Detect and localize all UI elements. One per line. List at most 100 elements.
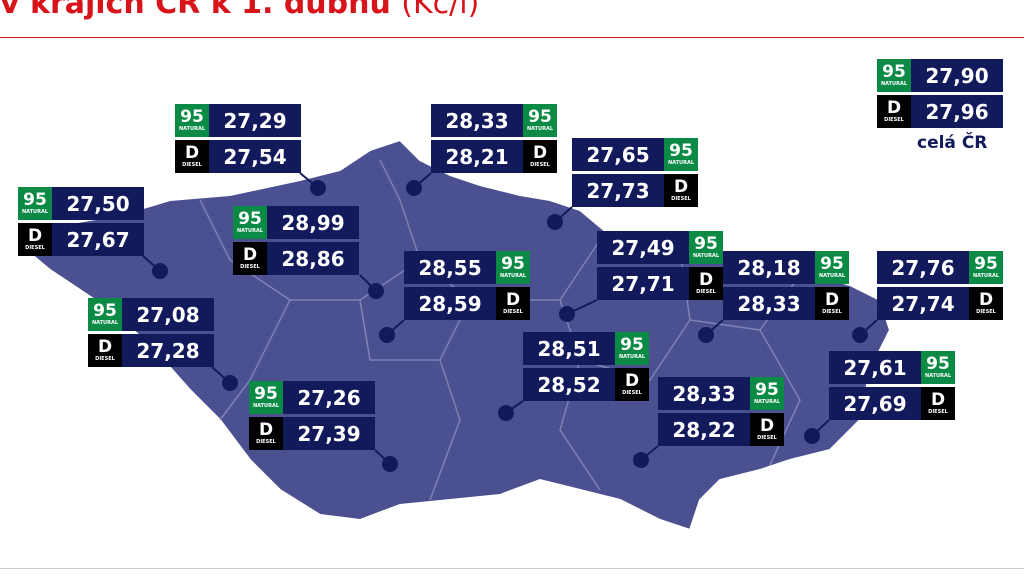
badge-sublabel: NATURAL [91,319,119,326]
diesel-badge: D DIESEL [175,140,209,173]
title-divider [0,37,1024,38]
region-dot [698,327,714,343]
natural-price: 27,50 [52,187,144,220]
badge-label: 95 [882,61,906,82]
region-price-box: 28,55 95 NATURAL 28,59 D DIESEL [404,251,530,320]
price-row: 28,22 D DIESEL [658,413,784,446]
region-dot [633,452,649,468]
badge-sublabel: DIESEL [622,389,642,396]
diesel-badge: D DIESEL [877,95,911,128]
badge-sublabel: NATURAL [526,125,554,132]
badge-label: D [824,289,840,310]
natural-price: 27,26 [283,381,375,414]
badge-sublabel: NATURAL [236,227,264,234]
badge-label: D [978,289,994,310]
price-row: 28,59 D DIESEL [404,287,530,320]
price-row: 27,76 95 NATURAL [877,251,1003,284]
natural-95-badge: 95 NATURAL [877,59,911,92]
badge-sublabel: DIESEL [182,161,202,168]
diesel-price: 27,74 [877,287,969,320]
natural-price: 27,90 [911,59,1003,92]
price-row: 27,65 95 NATURAL [572,138,698,171]
badge-sublabel: DIESEL [95,355,115,362]
badge-label: D [624,370,640,391]
badge-label: D [698,269,714,290]
diesel-badge: D DIESEL [921,387,955,420]
badge-sublabel: DIESEL [530,161,550,168]
badge-sublabel: NATURAL [972,272,1000,279]
price-row: 95 NATURAL 27,90 [877,59,1003,92]
price-row: D DIESEL 27,54 [175,140,301,173]
badge-label: 95 [694,233,718,254]
price-row: 95 NATURAL 27,26 [249,381,375,414]
diesel-price: 28,33 [723,287,815,320]
badge-label: 95 [528,106,552,127]
price-row: 27,74 D DIESEL [877,287,1003,320]
badge-label: 95 [254,383,278,404]
badge-label: 95 [180,106,204,127]
badge-sublabel: NATURAL [924,372,952,379]
price-row: 95 NATURAL 28,99 [233,206,359,239]
diesel-badge: D DIESEL [664,174,698,207]
natural-price: 27,76 [877,251,969,284]
price-row: 95 NATURAL 27,29 [175,104,301,137]
badge-sublabel: DIESEL [884,116,904,123]
natural-95-badge: 95 NATURAL [750,377,784,410]
price-row: D DIESEL 27,96 [877,95,1003,128]
region-price-box: 27,76 95 NATURAL 27,74 D DIESEL [877,251,1003,320]
badge-label: D [930,389,946,410]
price-row: D DIESEL 27,67 [18,223,144,256]
region-price-box: 95 NATURAL 27,26 D DIESEL 27,39 [249,381,375,450]
badge-sublabel: DIESEL [928,408,948,415]
region-dot [547,214,563,230]
price-row: 27,71 D DIESEL [597,267,723,300]
diesel-badge: D DIESEL [18,223,52,256]
price-row: D DIESEL 27,39 [249,417,375,450]
natural-95-badge: 95 NATURAL [689,231,723,264]
region-price-box: 95 NATURAL 27,29 D DIESEL 27,54 [175,104,301,173]
badge-label: 95 [974,253,998,274]
badge-label: 95 [669,140,693,161]
region-price-box: 95 NATURAL 27,08 D DIESEL 27,28 [88,298,214,367]
badge-sublabel: DIESEL [25,244,45,251]
badge-label: D [97,336,113,357]
badge-sublabel: NATURAL [753,398,781,405]
diesel-price: 27,54 [209,140,301,173]
diesel-price: 27,69 [829,387,921,420]
badge-label: D [242,244,258,265]
natural-price: 27,61 [829,351,921,384]
region-price-box: 28,33 95 NATURAL 28,22 D DIESEL [658,377,784,446]
natural-95-badge: 95 NATURAL [18,187,52,220]
national-price-box: 95 NATURAL 27,90 D DIESEL 27,96 [877,59,1003,128]
badge-label: D [505,289,521,310]
price-row: 95 NATURAL 27,08 [88,298,214,331]
badge-label: D [258,419,274,440]
region-dot [152,263,168,279]
region-price-box: 27,61 95 NATURAL 27,69 D DIESEL [829,351,955,420]
diesel-price: 27,67 [52,223,144,256]
badge-sublabel: DIESEL [757,434,777,441]
badge-label: 95 [755,379,779,400]
diesel-price: 28,59 [404,287,496,320]
badge-label: D [886,97,902,118]
badge-sublabel: NATURAL [499,272,527,279]
diesel-badge: D DIESEL [496,287,530,320]
natural-95-badge: 95 NATURAL [815,251,849,284]
natural-price: 28,18 [723,251,815,284]
natural-95-badge: 95 NATURAL [615,332,649,365]
price-row: 28,52 D DIESEL [523,368,649,401]
price-row: 27,61 95 NATURAL [829,351,955,384]
diesel-badge: D DIESEL [88,334,122,367]
natural-price: 27,08 [122,298,214,331]
badge-sublabel: DIESEL [822,308,842,315]
diesel-price: 27,28 [122,334,214,367]
region-price-box: 27,65 95 NATURAL 27,73 D DIESEL [572,138,698,207]
region-dot [804,428,820,444]
diesel-price: 27,71 [597,267,689,300]
natural-95-badge: 95 NATURAL [249,381,283,414]
natural-95-badge: 95 NATURAL [664,138,698,171]
region-dot [559,306,575,322]
badge-sublabel: DIESEL [976,308,996,315]
region-dot [498,405,514,421]
badge-sublabel: DIESEL [671,195,691,202]
